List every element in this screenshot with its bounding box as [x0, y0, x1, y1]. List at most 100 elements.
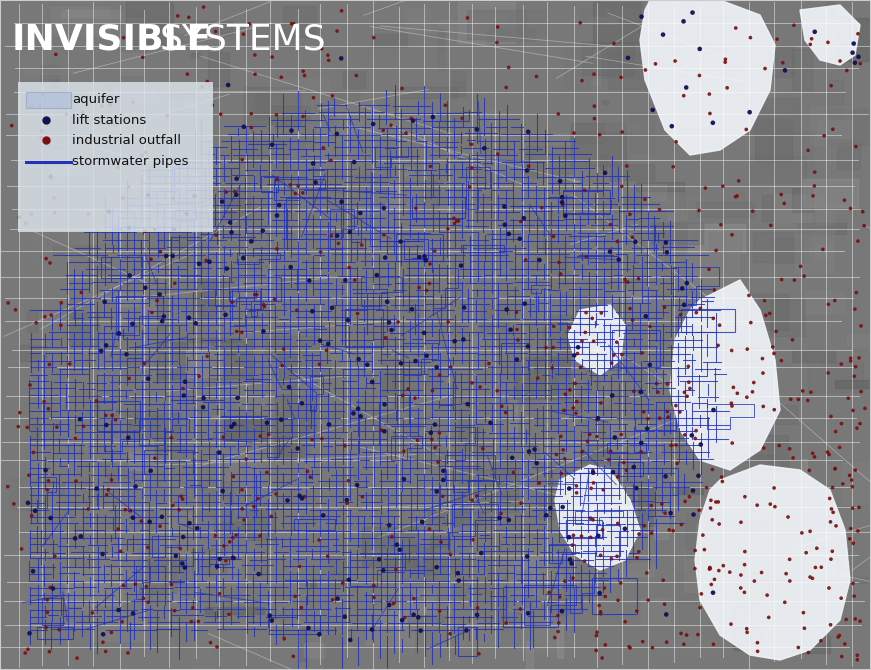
Point	[81, 208, 95, 219]
Point	[699, 482, 713, 493]
Bar	[396, 234, 442, 261]
Point	[343, 226, 357, 237]
Point	[227, 419, 241, 429]
Bar	[445, 454, 495, 480]
Point	[565, 540, 579, 551]
Bar	[114, 84, 155, 96]
Bar	[543, 213, 551, 253]
Point	[461, 399, 475, 409]
Point	[137, 358, 151, 369]
Bar	[428, 512, 483, 525]
Bar	[618, 462, 643, 476]
Bar	[526, 641, 533, 670]
Point	[806, 573, 820, 584]
Point	[807, 452, 821, 462]
Point	[577, 556, 591, 567]
Bar	[785, 586, 811, 594]
Point	[677, 90, 691, 101]
Point	[603, 247, 617, 257]
Bar	[211, 339, 252, 379]
Point	[678, 387, 692, 397]
Point	[443, 628, 457, 639]
Point	[672, 407, 686, 417]
Bar	[403, 167, 413, 176]
Point	[729, 23, 743, 34]
Point	[677, 299, 691, 310]
Point	[366, 119, 380, 129]
Bar	[199, 481, 233, 515]
Bar	[725, 457, 756, 477]
Point	[607, 350, 621, 360]
Point	[643, 321, 657, 332]
Bar	[120, 54, 144, 75]
Point	[638, 521, 652, 531]
Point	[417, 328, 431, 338]
Bar	[374, 559, 379, 566]
Bar	[595, 564, 653, 576]
Point	[542, 587, 556, 598]
Bar	[22, 189, 55, 233]
Point	[680, 277, 694, 288]
Point	[340, 494, 354, 505]
Bar	[382, 634, 390, 645]
Point	[116, 192, 130, 203]
Point	[111, 162, 125, 173]
Point	[705, 579, 719, 590]
Bar	[192, 53, 201, 57]
Point	[428, 246, 442, 257]
Bar	[686, 515, 716, 557]
Point	[763, 498, 777, 509]
Point	[372, 554, 386, 565]
Bar	[318, 153, 351, 180]
Point	[847, 591, 861, 602]
Point	[101, 484, 115, 495]
Bar	[551, 136, 598, 180]
Bar	[793, 350, 835, 362]
Bar	[818, 120, 851, 138]
Bar	[304, 643, 325, 657]
Point	[852, 52, 866, 62]
Point	[465, 377, 479, 388]
Point	[415, 517, 429, 527]
Point	[429, 562, 443, 573]
Point	[844, 523, 858, 534]
Point	[351, 403, 365, 414]
Point	[848, 304, 862, 314]
Bar	[741, 460, 779, 497]
Bar	[544, 470, 552, 512]
Bar	[378, 117, 427, 126]
Point	[21, 498, 35, 509]
Bar	[328, 170, 358, 196]
Point	[583, 429, 597, 440]
Bar	[837, 143, 861, 169]
Point	[587, 69, 601, 80]
Point	[425, 385, 439, 396]
Bar	[614, 198, 641, 213]
Point	[277, 633, 291, 644]
Point	[38, 465, 52, 476]
Bar	[611, 330, 660, 367]
Point	[378, 332, 392, 343]
Bar	[291, 170, 342, 207]
Point	[98, 410, 112, 421]
Point	[664, 508, 678, 519]
Point	[105, 410, 119, 421]
Point	[702, 264, 716, 275]
Point	[555, 192, 569, 202]
Point	[469, 124, 483, 135]
Point	[824, 620, 838, 630]
Point	[802, 465, 816, 476]
Bar	[779, 602, 787, 610]
Point	[630, 552, 644, 563]
Point	[755, 353, 769, 364]
Bar	[798, 223, 846, 234]
Point	[734, 517, 748, 527]
Point	[74, 531, 88, 542]
Point	[398, 612, 412, 623]
Point	[237, 515, 251, 525]
Bar	[616, 467, 645, 477]
Bar	[655, 370, 685, 388]
Bar	[509, 567, 521, 611]
Point	[803, 39, 817, 50]
Point	[645, 528, 658, 539]
